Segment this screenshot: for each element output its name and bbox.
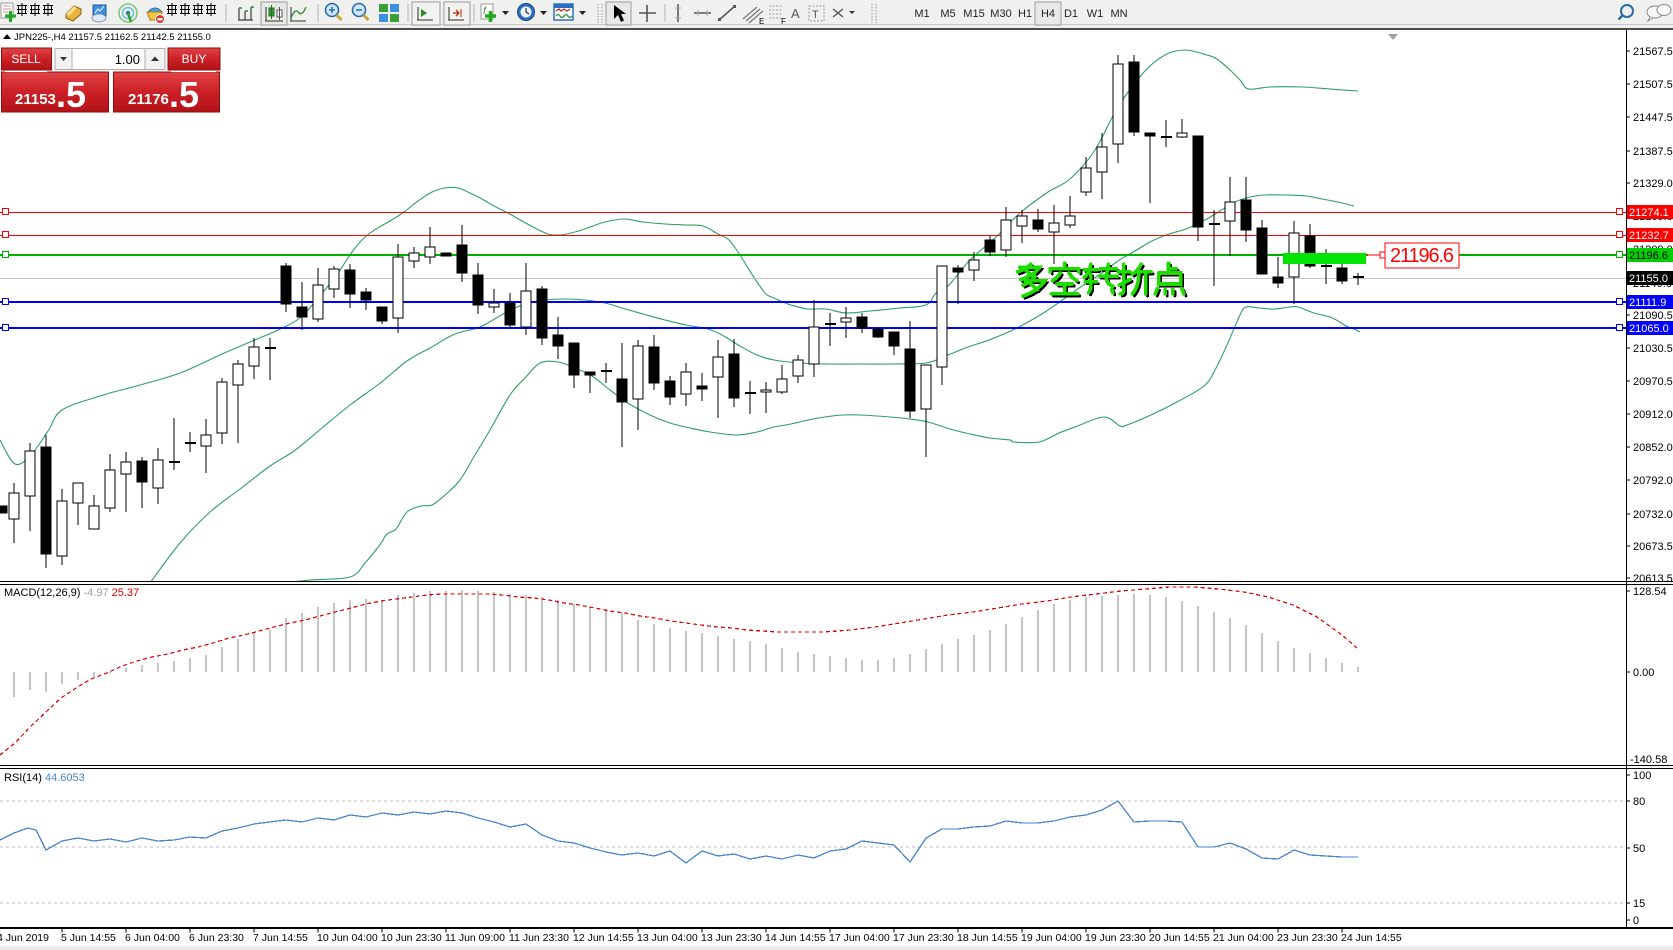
svg-text:BUY: BUY <box>182 52 207 66</box>
svg-text:.5: .5 <box>169 74 199 115</box>
svg-text:20613.5: 20613.5 <box>1633 573 1673 585</box>
svg-text:11 Jun 23:30: 11 Jun 23:30 <box>509 932 569 944</box>
svg-text:RSI(14) 44.6053: RSI(14) 44.6053 <box>4 772 85 784</box>
svg-text:14 Jun 14:55: 14 Jun 14:55 <box>765 932 826 944</box>
svg-text:MN: MN <box>1110 8 1127 20</box>
svg-text:13 Jun 23:30: 13 Jun 23:30 <box>701 932 762 944</box>
svg-text:0: 0 <box>1633 915 1639 927</box>
svg-text:0.00: 0.00 <box>1633 667 1654 679</box>
svg-text:6 Jun 04:00: 6 Jun 04:00 <box>125 932 180 944</box>
svg-text:21030.5: 21030.5 <box>1633 343 1673 355</box>
svg-text:11 Jun 09:00: 11 Jun 09:00 <box>445 932 505 944</box>
svg-text:T: T <box>812 9 819 21</box>
svg-text:4 Jun 2019: 4 Jun 2019 <box>0 932 49 944</box>
svg-text:19 Jun 04:00: 19 Jun 04:00 <box>1021 932 1082 944</box>
svg-text:MACD(12,26,9) -4.97 25.37: MACD(12,26,9) -4.97 25.37 <box>4 587 139 599</box>
svg-text:80: 80 <box>1633 796 1645 808</box>
svg-text:21153: 21153 <box>15 91 56 108</box>
svg-text:19 Jun 23:30: 19 Jun 23:30 <box>1085 932 1146 944</box>
svg-text:21447.5: 21447.5 <box>1633 112 1673 124</box>
svg-text:21196.6: 21196.6 <box>1629 250 1668 262</box>
svg-text:D1: D1 <box>1064 8 1078 20</box>
svg-text:M5: M5 <box>940 8 955 20</box>
svg-text:21065.0: 21065.0 <box>1629 323 1669 335</box>
svg-text:20732.0: 20732.0 <box>1633 509 1673 521</box>
svg-text:17 Jun 23:30: 17 Jun 23:30 <box>893 932 954 944</box>
svg-text:21111.9: 21111.9 <box>1629 297 1666 309</box>
svg-text:A: A <box>791 6 800 21</box>
svg-text:21155.0: 21155.0 <box>1629 273 1668 285</box>
svg-text:M1: M1 <box>914 8 929 20</box>
svg-text:W1: W1 <box>1087 8 1104 20</box>
svg-text:21329.0: 21329.0 <box>1633 178 1673 190</box>
svg-text:21274.1: 21274.1 <box>1629 207 1669 219</box>
svg-text:7 Jun 14:55: 7 Jun 14:55 <box>253 932 308 944</box>
svg-text:12 Jun 14:55: 12 Jun 14:55 <box>573 932 634 944</box>
svg-text:F: F <box>781 17 786 26</box>
svg-text:100: 100 <box>1633 770 1651 782</box>
svg-text:M30: M30 <box>990 8 1011 20</box>
svg-text:M15: M15 <box>963 8 984 20</box>
svg-text:SELL: SELL <box>11 52 41 66</box>
svg-text:H4: H4 <box>1041 8 1055 20</box>
svg-text:E: E <box>759 17 764 26</box>
svg-text:50: 50 <box>1633 843 1645 855</box>
svg-text:20673.5: 20673.5 <box>1633 541 1673 553</box>
svg-text:20970.5: 20970.5 <box>1633 376 1673 388</box>
svg-text:21507.5: 21507.5 <box>1633 79 1673 91</box>
svg-text:13 Jun 04:00: 13 Jun 04:00 <box>637 932 698 944</box>
svg-text:H1: H1 <box>1018 8 1032 20</box>
svg-text:21196.6: 21196.6 <box>1390 245 1454 267</box>
svg-text:21090.5: 21090.5 <box>1633 310 1673 322</box>
svg-text:JPN225-,H4 21157.5 21162.5 21: JPN225-,H4 21157.5 21162.5 21142.5 21155… <box>14 32 211 43</box>
svg-text:18 Jun 14:55: 18 Jun 14:55 <box>957 932 1018 944</box>
svg-text:20912.0: 20912.0 <box>1633 409 1673 421</box>
svg-text:21176: 21176 <box>128 91 169 108</box>
svg-text:10 Jun 23:30: 10 Jun 23:30 <box>381 932 442 944</box>
svg-text:6 Jun 23:30: 6 Jun 23:30 <box>189 932 244 944</box>
svg-text:20 Jun 14:55: 20 Jun 14:55 <box>1149 932 1210 944</box>
svg-text:21232.7: 21232.7 <box>1629 230 1669 242</box>
svg-text:21387.5: 21387.5 <box>1633 146 1673 158</box>
svg-text:20792.0: 20792.0 <box>1633 475 1673 487</box>
svg-text:-140.58: -140.58 <box>1630 754 1667 766</box>
svg-text:.5: .5 <box>56 74 86 115</box>
svg-text:128.54: 128.54 <box>1633 586 1667 598</box>
svg-text:21567.5: 21567.5 <box>1633 46 1673 58</box>
svg-text:10 Jun 04:00: 10 Jun 04:00 <box>317 932 378 944</box>
svg-text:15: 15 <box>1633 898 1645 910</box>
svg-text:23 Jun 23:30: 23 Jun 23:30 <box>1277 932 1338 944</box>
svg-text:1.00: 1.00 <box>115 52 140 67</box>
svg-text:5 Jun 14:55: 5 Jun 14:55 <box>61 932 116 944</box>
svg-text:17 Jun 04:00: 17 Jun 04:00 <box>829 932 890 944</box>
svg-text:f: f <box>483 6 487 17</box>
svg-text:24 Jun 14:55: 24 Jun 14:55 <box>1341 932 1402 944</box>
svg-text:20852.0: 20852.0 <box>1633 442 1673 454</box>
svg-text:21 Jun 04:00: 21 Jun 04:00 <box>1213 932 1274 944</box>
